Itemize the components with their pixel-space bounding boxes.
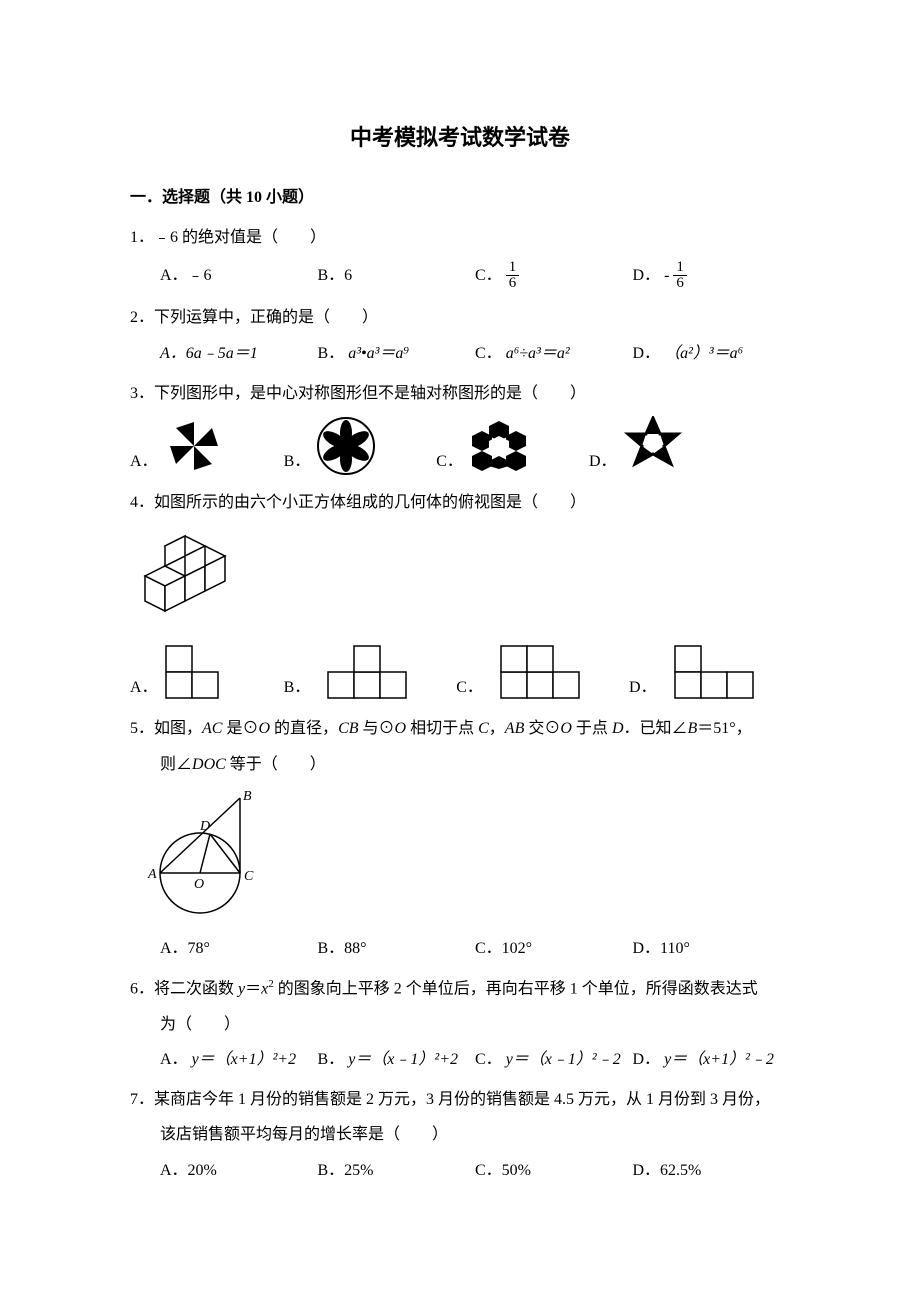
q7-text-2: 该店销售额平均每月的增长率是（ ） [130,1122,790,1148]
cube-figure [130,526,790,625]
q1-opt-c: C． 16 [475,260,633,291]
q5-opt-a: A．78° [160,936,318,962]
svg-text:C: C [244,869,254,884]
q3-opt-a: A． [130,416,224,476]
q1-opt-b: B．6 [318,263,476,289]
q4-opt-b: B． [284,644,417,702]
q6-text: 6．将二次函数 y＝x2 的图象向上平移 2 个单位后，再向右平移 1 个单位，… [130,976,790,1002]
page-title: 中考模拟考试数学试卷 [130,120,790,155]
question-7: 7．某商店今年 1 月份的销售额是 2 万元，3 月份的销售额是 4.5 万元，… [130,1087,790,1184]
q7-text: 7．某商店今年 1 月份的销售额是 2 万元，3 月份的销售额是 4.5 万元，… [130,1087,790,1113]
question-2: 2．下列运算中，正确的是（ ） A．6a﹣5a＝1 B．a³•a³＝a⁹ C．a… [130,305,790,366]
section-heading: 一．选择题（共 10 小题） [130,185,790,211]
q3-opt-c: C． [436,416,529,476]
q5-opt-c: C．102° [475,936,633,962]
q2-opt-c: C．a⁶÷a³＝a² [475,341,633,367]
question-5: 5．如图，AC 是⊙O 的直径，CB 与⊙O 相切于点 C，AB 交⊙O 于点 … [130,716,790,961]
q7-opt-a: A．20% [160,1158,318,1184]
pinwheel-icon [164,416,224,476]
q5-text-2: 则∠DOC 等于（ ） [130,752,790,778]
question-1: 1．﹣6 的绝对值是（ ） A．﹣6 B．6 C． 16 D． - 16 [130,225,790,292]
q6-opt-a: A．y＝（x+1）²+2 [160,1047,318,1073]
q6-opt-b: B．y＝（x﹣1）²+2 [318,1047,476,1073]
q5-text: 5．如图，AC 是⊙O 的直径，CB 与⊙O 相切于点 C，AB 交⊙O 于点 … [130,716,790,742]
q2-opt-b: B．a³•a³＝a⁹ [318,341,476,367]
q1-opt-d: D． - 16 [633,260,791,291]
q2-text: 2．下列运算中，正确的是（ ） [130,305,790,331]
hex-flower-icon [469,416,529,476]
q2-opt-a: A．6a﹣5a＝1 [160,341,318,367]
q5-opt-b: B．88° [318,936,476,962]
q2-opt-d: D．（a²）³＝a⁶ [633,341,791,367]
q3-opt-d: D． [589,416,683,476]
q5-opt-d: D．110° [633,936,791,962]
q1-text: 1．﹣6 的绝对值是（ ） [130,225,790,251]
q3-opt-b: B． [284,416,377,476]
q6-opt-c: C．y＝（x﹣1）²﹣2 [475,1047,633,1073]
q6-opt-d: D．y＝（x+1）²﹣2 [633,1047,791,1073]
svg-text:A: A [147,867,157,882]
q3-text: 3．下列图形中，是中心对称图形但不是轴对称图形的是（ ） [130,381,790,407]
flower-icon [316,416,376,476]
svg-text:O: O [194,877,204,892]
q7-opt-b: B．25% [318,1158,476,1184]
svg-text:B: B [243,789,252,804]
q4-opt-a: A． [130,644,244,702]
q4-opt-c: C． [456,644,589,702]
question-6: 6．将二次函数 y＝x2 的图象向上平移 2 个单位后，再向右平移 1 个单位，… [130,976,790,1073]
q6-text-2: 为（ ） [130,1012,790,1038]
star-icon [623,416,683,476]
q7-opt-c: C．50% [475,1158,633,1184]
question-3: 3．下列图形中，是中心对称图形但不是轴对称图形的是（ ） A． B． [130,381,790,477]
question-4: 4．如图所示的由六个小正方体组成的几何体的俯视图是（ ） A． [130,490,790,702]
q4-opt-d: D． [629,644,763,702]
svg-text:D: D [199,819,210,834]
q1-opt-a: A．﹣6 [160,263,318,289]
circle-figure: A B C D O [130,788,790,927]
q7-opt-d: D．62.5% [633,1158,791,1184]
q4-text: 4．如图所示的由六个小正方体组成的几何体的俯视图是（ ） [130,490,790,516]
